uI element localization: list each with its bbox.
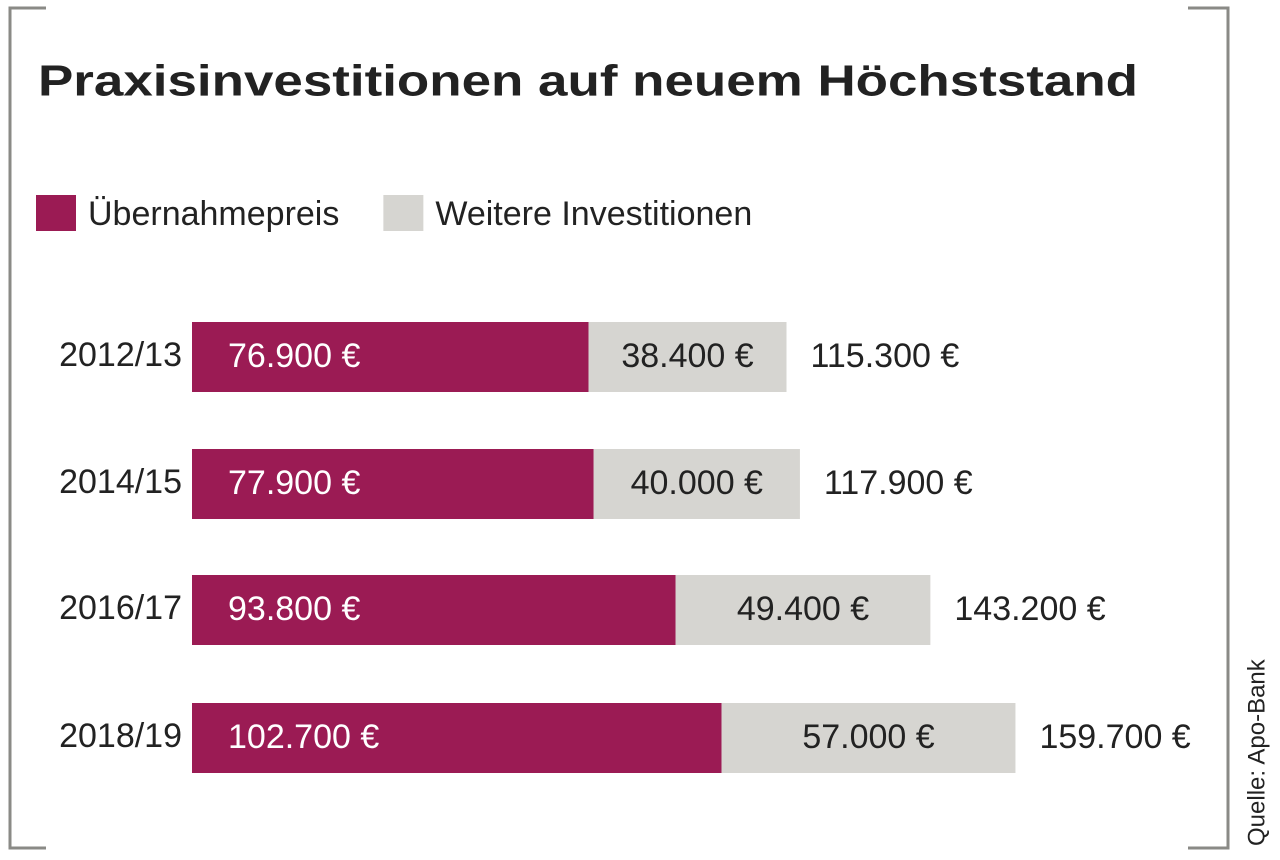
- total-label: 143.200 €: [954, 590, 1105, 628]
- value-label: 77.900 €: [228, 464, 360, 502]
- right-bracket: [1188, 6, 1230, 850]
- legend-label: Übernahmepreis: [88, 195, 339, 233]
- value-label: 93.800 €: [228, 590, 360, 628]
- bar-segment: [192, 703, 722, 773]
- category-label: 2016/17: [59, 589, 182, 627]
- total-label: 159.700 €: [1039, 718, 1190, 756]
- bar-segment: [675, 575, 931, 645]
- legend-swatch: [36, 195, 76, 231]
- total-label: 117.900 €: [824, 464, 973, 502]
- legend-swatch: [383, 195, 424, 231]
- bar-segment: [192, 449, 594, 519]
- value-label: 38.400 €: [621, 337, 753, 375]
- legend-label: Weitere Investitionen: [435, 195, 752, 233]
- value-label: 57.000 €: [802, 718, 934, 756]
- total-label: 115.300 €: [811, 337, 960, 375]
- bar-segment: [593, 449, 800, 519]
- source: Quelle: Apo-Bank: [1243, 658, 1270, 846]
- bar-segment: [192, 322, 589, 392]
- category-label: 2012/13: [59, 336, 182, 374]
- value-label: 76.900 €: [228, 337, 360, 375]
- bar-segment: [192, 575, 676, 645]
- value-label: 49.400 €: [737, 590, 869, 628]
- category-label: 2014/15: [59, 463, 182, 501]
- left-bracket: [8, 6, 46, 850]
- bar-segment: [721, 703, 1016, 773]
- category-label: 2018/19: [59, 717, 182, 755]
- chart-title: Praxisinvestitionen auf neuem Höchststan…: [38, 57, 1138, 106]
- value-label: 102.700 €: [228, 718, 379, 756]
- bar-segment: [588, 322, 787, 392]
- value-label: 40.000 €: [631, 464, 763, 502]
